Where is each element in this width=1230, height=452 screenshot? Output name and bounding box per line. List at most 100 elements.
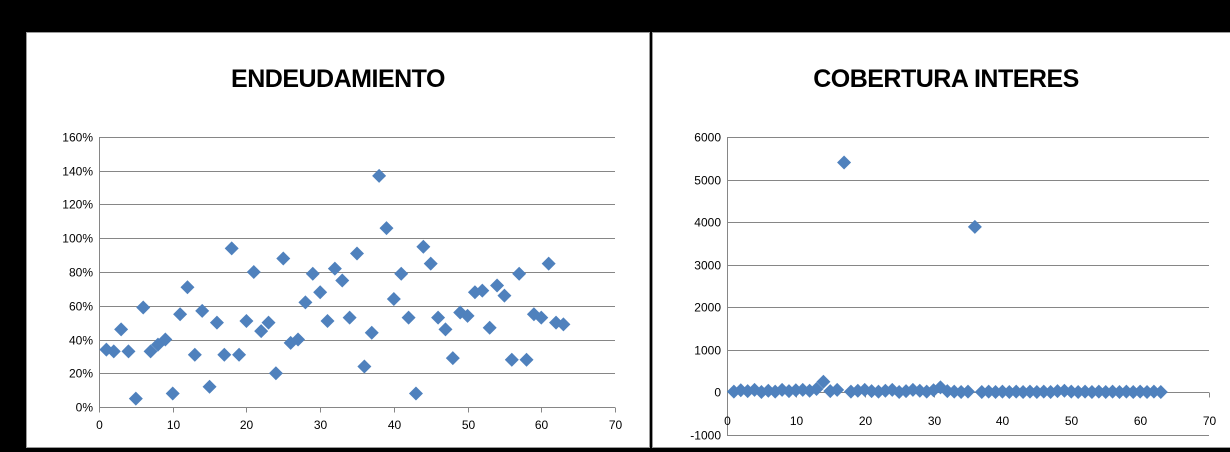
data-point: [298, 295, 313, 310]
data-point: [967, 219, 982, 234]
data-point: [1153, 385, 1168, 400]
data-point: [431, 310, 446, 325]
chart-endeudamiento: ENDEUDAMIENTO 0% 20% 40% 60% 80% 100% 120% 140%…: [62, 65, 622, 433]
data-point: [313, 285, 328, 300]
y-tick-label: 0%: [76, 401, 94, 415]
data-point: [136, 300, 151, 315]
x-tick-label: 40: [388, 418, 402, 432]
data-point: [534, 310, 549, 325]
x-tick-label: 30: [928, 414, 942, 428]
x-tick-label: 50: [1065, 414, 1079, 428]
y-tick-label: 20%: [69, 367, 93, 381]
data-point: [438, 322, 453, 337]
chart-cobertura-interes: COBERTURA INTERES -100001000200030004000…: [690, 65, 1217, 443]
data-point: [106, 344, 121, 359]
data-point: [460, 308, 475, 323]
data-point: [254, 324, 269, 339]
x-tick-label: 30: [314, 418, 328, 432]
data-point: [232, 347, 247, 362]
x-tick-label: 70: [1203, 414, 1217, 428]
data-point: [490, 278, 505, 293]
data-point: [423, 256, 438, 271]
data-point: [905, 382, 920, 397]
x-tick-label: 70: [609, 418, 623, 432]
chart-title: ENDEUDAMIENTO: [231, 65, 445, 93]
y-tick-label: 80%: [69, 266, 93, 280]
data-point: [114, 322, 129, 337]
data-point: [837, 155, 852, 170]
data-point: [165, 386, 180, 401]
data-point: [143, 344, 158, 359]
data-point: [1098, 385, 1113, 400]
data-point: [342, 310, 357, 325]
data-point: [386, 292, 401, 306]
data-point: [305, 266, 320, 281]
data-point: [217, 347, 232, 362]
data-point: [276, 251, 291, 266]
data-point: [327, 261, 342, 276]
y-tick-label: 160%: [62, 131, 93, 145]
data-point: [556, 317, 571, 332]
data-point: [788, 383, 803, 398]
data-point: [816, 374, 831, 389]
data-point: [239, 313, 254, 328]
x-tick-label: 60: [1134, 414, 1148, 428]
data-point: [364, 325, 379, 340]
data-point: [768, 384, 783, 399]
chart-frame: ENDEUDAMIENTO 0% 20% 40% 60% 80% 100% 120% 140%…: [10, 18, 1230, 448]
data-point: [482, 320, 497, 335]
x-tick-label: 20: [240, 418, 254, 432]
y-tick-label: 120%: [62, 198, 93, 212]
data-point: [173, 307, 188, 322]
data-point: [740, 384, 755, 399]
data-point: [408, 386, 423, 401]
data-point: [187, 347, 202, 362]
data-point: [504, 352, 519, 367]
y-tick-label: 6000: [694, 131, 721, 145]
axes: [99, 137, 616, 413]
data-point: [1119, 384, 1134, 399]
data-point: [857, 382, 872, 397]
y-tick-label: -1000: [690, 429, 721, 443]
data-point: [809, 382, 824, 397]
chart-title: COBERTURA INTERES: [813, 65, 1079, 93]
data-point: [261, 315, 276, 330]
data-point: [1002, 385, 1017, 400]
data-point: [526, 307, 541, 322]
data-point: [350, 246, 364, 261]
y-tick-label: 4000: [694, 216, 721, 230]
y-tick-label: 100%: [62, 232, 93, 246]
x-tick-label: 10: [167, 418, 181, 432]
data-point: [726, 384, 741, 399]
data-point: [878, 383, 893, 398]
data-point: [445, 351, 460, 366]
data-points: [726, 155, 1168, 400]
data-point: [372, 168, 387, 183]
data-point: [961, 384, 975, 399]
data-point: [843, 384, 858, 399]
data-point: [401, 310, 416, 325]
data-point: [209, 315, 224, 330]
data-point: [416, 239, 431, 254]
data-point: [202, 379, 217, 394]
x-tick-label: 10: [790, 414, 804, 428]
data-point: [335, 273, 350, 288]
data-point: [754, 385, 769, 400]
x-tick-label: 0: [724, 414, 731, 428]
data-point: [291, 332, 306, 347]
data-points: [99, 168, 571, 406]
x-tick-label: 60: [535, 418, 549, 432]
chart-panel-cobertura-interes: COBERTURA INTERES -1000 0 1000 2000 3000 4000…: [652, 32, 1230, 448]
x-tick-label: 50: [462, 418, 476, 432]
x-tick-label: 0: [96, 418, 103, 432]
y-tick-label: 140%: [62, 165, 93, 179]
data-point: [1057, 383, 1072, 398]
data-point: [497, 288, 512, 303]
data-point: [195, 303, 210, 318]
data-point: [224, 241, 239, 256]
y-tick-label: 2000: [694, 301, 721, 315]
tick-labels: 0% 20% 40% 60% 80% 100% 120% 140% 160% 0 10 20 30 40 5…: [62, 131, 622, 433]
data-point: [512, 266, 527, 281]
data-point: [541, 256, 556, 271]
y-tick-label: 3000: [694, 259, 721, 273]
